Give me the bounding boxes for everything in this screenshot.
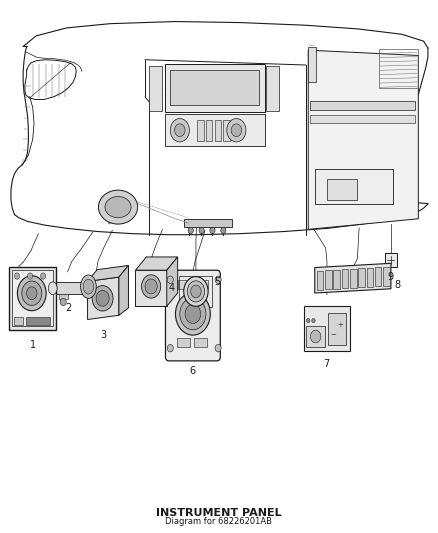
Bar: [14, 317, 23, 325]
Ellipse shape: [312, 318, 315, 322]
Bar: [325, 270, 332, 289]
Bar: [304, 306, 350, 351]
Bar: [26, 317, 49, 325]
Bar: [194, 337, 207, 347]
Bar: [177, 337, 190, 347]
Bar: [206, 119, 212, 141]
Ellipse shape: [210, 227, 215, 233]
Ellipse shape: [92, 286, 113, 311]
Bar: [12, 270, 53, 326]
Ellipse shape: [22, 281, 42, 305]
Ellipse shape: [96, 290, 109, 306]
Ellipse shape: [175, 124, 185, 136]
Text: 1: 1: [30, 340, 36, 350]
Text: 6: 6: [190, 366, 196, 376]
Bar: [165, 64, 265, 112]
Ellipse shape: [83, 279, 94, 294]
Bar: [59, 294, 67, 300]
Text: INSTRUMENT PANEL: INSTRUMENT PANEL: [156, 508, 282, 519]
Ellipse shape: [176, 293, 210, 335]
Ellipse shape: [227, 118, 246, 142]
Ellipse shape: [221, 227, 226, 233]
Bar: [165, 114, 265, 146]
Polygon shape: [315, 263, 391, 293]
Text: 4: 4: [169, 283, 175, 293]
Ellipse shape: [99, 190, 138, 224]
Bar: [317, 271, 323, 290]
Polygon shape: [308, 50, 418, 229]
Bar: [328, 313, 346, 345]
Ellipse shape: [48, 282, 57, 295]
Text: −: −: [331, 333, 336, 338]
Bar: [149, 66, 162, 111]
Bar: [342, 269, 348, 288]
Bar: [9, 266, 56, 330]
Bar: [170, 70, 259, 106]
Text: 2: 2: [66, 303, 72, 312]
Bar: [178, 280, 208, 289]
Ellipse shape: [170, 118, 189, 142]
Bar: [308, 47, 316, 82]
Bar: [311, 115, 415, 123]
Bar: [350, 269, 357, 288]
Ellipse shape: [231, 124, 242, 136]
Ellipse shape: [215, 276, 221, 284]
Text: 3: 3: [100, 330, 106, 340]
Ellipse shape: [141, 275, 161, 298]
Bar: [358, 268, 365, 287]
Ellipse shape: [27, 287, 37, 300]
Bar: [223, 119, 230, 141]
Text: 7: 7: [324, 359, 330, 369]
Bar: [265, 66, 279, 111]
FancyBboxPatch shape: [166, 270, 220, 361]
Polygon shape: [167, 257, 178, 306]
Ellipse shape: [167, 344, 173, 352]
Bar: [327, 179, 357, 200]
Polygon shape: [88, 265, 128, 281]
Ellipse shape: [41, 273, 46, 279]
Ellipse shape: [307, 318, 310, 322]
Bar: [197, 119, 204, 141]
Ellipse shape: [81, 275, 96, 298]
Ellipse shape: [167, 276, 173, 284]
Bar: [315, 169, 393, 204]
Bar: [383, 267, 390, 286]
Bar: [53, 282, 85, 294]
Ellipse shape: [18, 276, 46, 311]
Ellipse shape: [188, 227, 193, 233]
Bar: [311, 101, 415, 110]
Text: 5: 5: [214, 277, 220, 287]
Bar: [184, 219, 232, 227]
Bar: [307, 326, 325, 347]
Ellipse shape: [187, 281, 205, 302]
Bar: [180, 276, 212, 308]
Polygon shape: [135, 257, 178, 270]
Text: Diagram for 68226201AB: Diagram for 68226201AB: [166, 518, 272, 526]
Bar: [375, 268, 381, 287]
Ellipse shape: [180, 298, 206, 330]
Ellipse shape: [184, 277, 208, 306]
Ellipse shape: [215, 344, 221, 352]
Ellipse shape: [199, 227, 204, 233]
Ellipse shape: [311, 330, 321, 343]
Ellipse shape: [14, 273, 20, 279]
Bar: [385, 253, 396, 267]
Polygon shape: [119, 265, 128, 316]
Ellipse shape: [105, 197, 131, 217]
Polygon shape: [88, 277, 119, 319]
Text: 8: 8: [394, 280, 400, 290]
Ellipse shape: [145, 279, 157, 294]
Polygon shape: [135, 270, 167, 306]
Bar: [333, 270, 340, 289]
Ellipse shape: [185, 304, 201, 324]
Bar: [215, 119, 221, 141]
Bar: [379, 49, 418, 88]
Ellipse shape: [191, 285, 201, 298]
Ellipse shape: [60, 298, 66, 306]
Ellipse shape: [28, 273, 33, 279]
Text: 9: 9: [388, 272, 394, 282]
Bar: [367, 268, 373, 287]
Text: +: +: [337, 322, 343, 328]
